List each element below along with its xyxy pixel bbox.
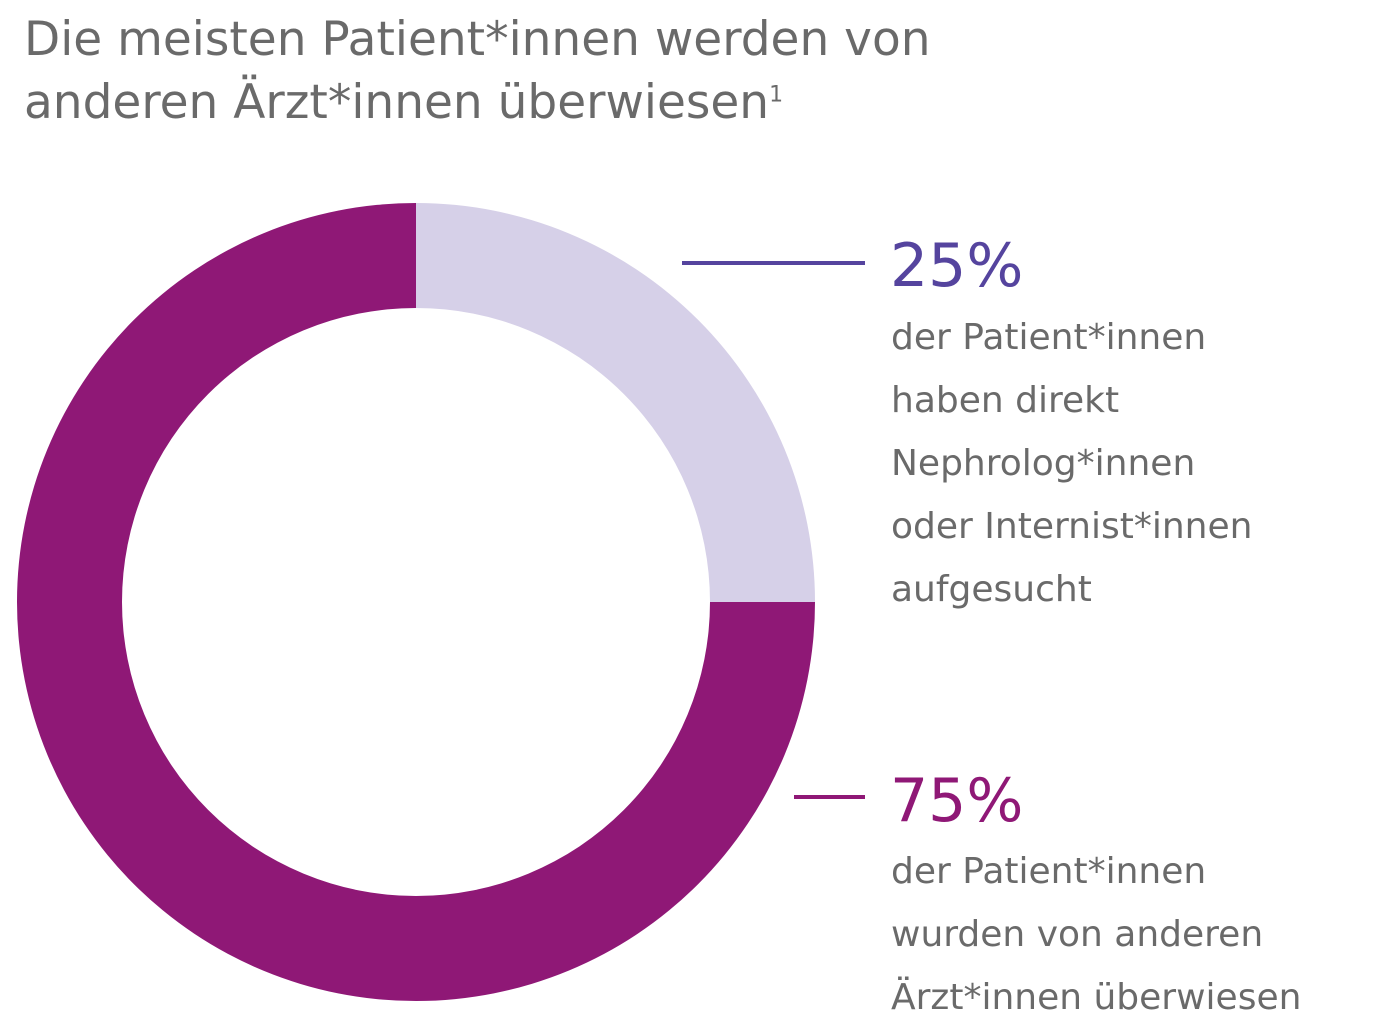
slice-description-referrals: der Patient*innen wurden von anderen Ärz… [891, 840, 1391, 1029]
slice-description-direct-visits: der Patient*innen haben direkt Nephrolog… [891, 306, 1391, 621]
chart-title-line-2: anderen Ärzt*innen überwiesen [24, 75, 770, 130]
chart-title: Die meisten Patient*innen werden von and… [24, 8, 1324, 134]
chart-title-line-1: Die meisten Patient*innen werden von [24, 12, 931, 67]
description-line: oder Internist*innen [891, 506, 1253, 547]
description-line: aufgesucht [891, 569, 1092, 610]
description-line: haben direkt [891, 380, 1120, 421]
description-line: der Patient*innen [891, 851, 1207, 892]
donut-slices [17, 203, 815, 1001]
data-label-75-percent: 75% [890, 766, 1024, 836]
footnote-marker: 1 [769, 82, 784, 108]
donut-slice-25-percent [416, 203, 815, 602]
data-label-25-percent: 25% [890, 231, 1024, 301]
description-line: wurden von anderen [891, 914, 1264, 955]
description-line: Nephrolog*innen [891, 443, 1196, 484]
description-line: der Patient*innen [891, 317, 1207, 358]
description-line: Ärzt*innen überwiesen [891, 977, 1302, 1018]
